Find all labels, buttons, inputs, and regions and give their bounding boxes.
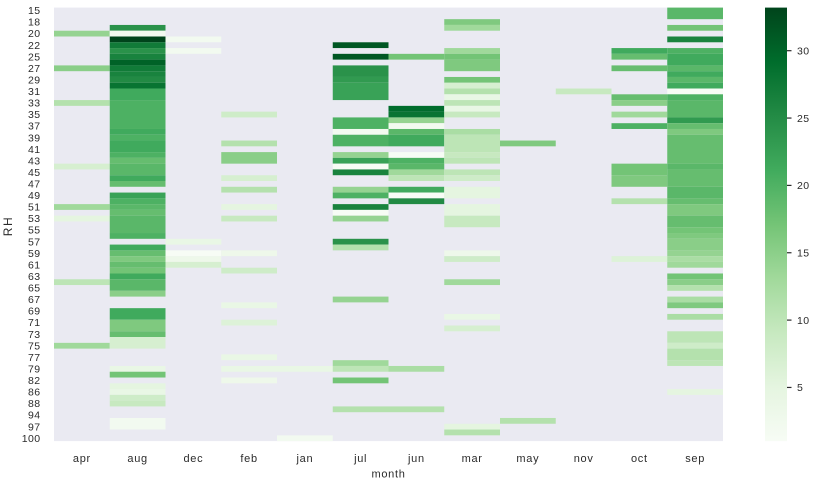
svg-text:10: 10 bbox=[797, 315, 809, 327]
svg-text:49: 49 bbox=[28, 190, 40, 202]
svg-text:20: 20 bbox=[28, 28, 40, 40]
svg-text:67: 67 bbox=[28, 294, 40, 306]
svg-text:sep: sep bbox=[685, 453, 705, 465]
svg-text:37: 37 bbox=[28, 121, 40, 133]
svg-text:47: 47 bbox=[28, 178, 40, 190]
svg-text:25: 25 bbox=[28, 51, 40, 63]
svg-text:79: 79 bbox=[28, 363, 40, 375]
svg-text:month: month bbox=[371, 469, 405, 481]
svg-text:nov: nov bbox=[574, 453, 594, 465]
svg-text:41: 41 bbox=[28, 144, 40, 156]
svg-text:may: may bbox=[516, 453, 539, 465]
svg-text:20: 20 bbox=[797, 180, 809, 192]
svg-text:69: 69 bbox=[28, 306, 40, 318]
svg-text:oct: oct bbox=[631, 453, 648, 465]
svg-text:75: 75 bbox=[28, 340, 40, 352]
svg-text:82: 82 bbox=[28, 375, 40, 387]
svg-text:73: 73 bbox=[28, 329, 40, 341]
svg-text:15: 15 bbox=[797, 247, 809, 259]
svg-text:100: 100 bbox=[22, 433, 41, 445]
svg-text:RH: RH bbox=[1, 216, 15, 237]
svg-text:97: 97 bbox=[28, 421, 40, 433]
svg-text:18: 18 bbox=[28, 17, 40, 29]
svg-text:feb: feb bbox=[240, 453, 257, 465]
svg-text:43: 43 bbox=[28, 155, 40, 167]
svg-text:jun: jun bbox=[407, 453, 425, 465]
svg-text:86: 86 bbox=[28, 387, 40, 399]
svg-text:30: 30 bbox=[797, 45, 809, 57]
svg-text:77: 77 bbox=[28, 352, 40, 364]
svg-text:15: 15 bbox=[28, 5, 40, 17]
svg-text:aug: aug bbox=[127, 453, 147, 465]
svg-text:jul: jul bbox=[353, 453, 367, 465]
svg-text:dec: dec bbox=[183, 453, 203, 465]
svg-text:59: 59 bbox=[28, 248, 40, 260]
svg-text:57: 57 bbox=[28, 236, 40, 248]
svg-text:45: 45 bbox=[28, 167, 40, 179]
svg-text:jan: jan bbox=[295, 453, 313, 465]
svg-text:31: 31 bbox=[28, 86, 40, 98]
svg-text:71: 71 bbox=[28, 317, 40, 329]
svg-text:63: 63 bbox=[28, 271, 40, 283]
svg-text:88: 88 bbox=[28, 398, 40, 410]
svg-text:33: 33 bbox=[28, 98, 40, 110]
svg-text:35: 35 bbox=[28, 109, 40, 121]
svg-text:25: 25 bbox=[797, 113, 809, 125]
svg-text:5: 5 bbox=[797, 382, 803, 394]
svg-text:55: 55 bbox=[28, 225, 40, 237]
svg-text:94: 94 bbox=[28, 410, 40, 422]
svg-text:61: 61 bbox=[28, 259, 40, 271]
svg-text:53: 53 bbox=[28, 213, 40, 225]
svg-text:51: 51 bbox=[28, 202, 40, 214]
svg-text:27: 27 bbox=[28, 63, 40, 75]
svg-text:65: 65 bbox=[28, 283, 40, 295]
svg-text:29: 29 bbox=[28, 74, 40, 86]
svg-text:39: 39 bbox=[28, 132, 40, 144]
svg-text:apr: apr bbox=[73, 453, 91, 465]
svg-text:22: 22 bbox=[28, 40, 40, 52]
svg-text:mar: mar bbox=[462, 453, 483, 465]
